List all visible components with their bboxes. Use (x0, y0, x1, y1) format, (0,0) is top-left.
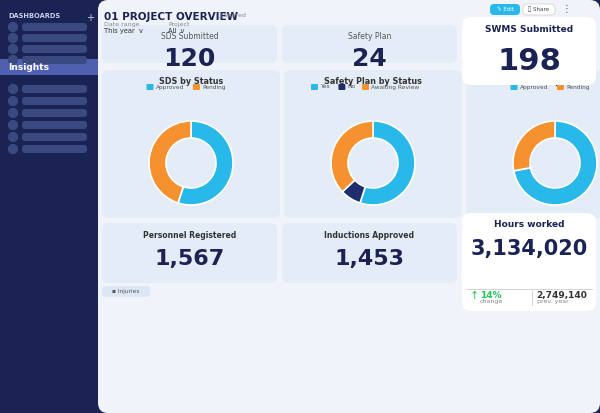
FancyBboxPatch shape (22, 145, 87, 153)
FancyBboxPatch shape (22, 56, 87, 64)
Circle shape (8, 22, 17, 31)
FancyBboxPatch shape (102, 70, 280, 218)
FancyBboxPatch shape (362, 84, 369, 90)
FancyBboxPatch shape (523, 4, 555, 15)
FancyBboxPatch shape (22, 121, 87, 129)
FancyBboxPatch shape (466, 70, 600, 218)
Wedge shape (149, 121, 191, 203)
Circle shape (8, 55, 17, 64)
Text: 2,749,140: 2,749,140 (536, 291, 587, 300)
Text: 👥 Shared: 👥 Shared (218, 12, 246, 18)
FancyBboxPatch shape (311, 84, 318, 90)
Text: Safety Plan by Status: Safety Plan by Status (324, 77, 422, 86)
FancyBboxPatch shape (462, 213, 596, 311)
Circle shape (8, 109, 17, 118)
Circle shape (8, 133, 17, 142)
Text: Insights: Insights (8, 62, 49, 71)
Wedge shape (331, 121, 373, 192)
Circle shape (8, 121, 17, 130)
Text: +: + (86, 13, 94, 23)
FancyBboxPatch shape (22, 85, 87, 93)
Circle shape (8, 45, 17, 54)
Text: 01 PROJECT OVERVIEW: 01 PROJECT OVERVIEW (104, 12, 238, 22)
Text: Safety Plan: Safety Plan (348, 32, 391, 41)
FancyBboxPatch shape (102, 286, 150, 297)
FancyBboxPatch shape (98, 0, 600, 413)
Text: SDS Submitted: SDS Submitted (161, 32, 218, 41)
Wedge shape (513, 121, 555, 171)
FancyBboxPatch shape (22, 23, 87, 31)
Wedge shape (178, 121, 233, 205)
FancyBboxPatch shape (338, 84, 346, 90)
Text: Hours worked: Hours worked (494, 220, 564, 229)
Text: 1,453: 1,453 (335, 249, 404, 269)
Circle shape (8, 97, 17, 105)
Text: DASHBOARDS: DASHBOARDS (8, 13, 60, 19)
Text: 14%: 14% (480, 291, 502, 300)
FancyBboxPatch shape (22, 34, 87, 42)
Wedge shape (360, 121, 415, 205)
FancyBboxPatch shape (146, 84, 154, 90)
Circle shape (8, 145, 17, 154)
Text: 1,567: 1,567 (154, 249, 224, 269)
FancyBboxPatch shape (193, 84, 200, 90)
Text: 24: 24 (352, 47, 387, 71)
FancyBboxPatch shape (490, 4, 520, 15)
Text: ✎ Edit: ✎ Edit (497, 7, 514, 12)
Text: 👥 Share: 👥 Share (529, 7, 550, 12)
Text: 198: 198 (497, 47, 561, 76)
Wedge shape (343, 180, 365, 203)
Text: Date range: Date range (104, 22, 139, 27)
FancyBboxPatch shape (0, 59, 98, 75)
FancyBboxPatch shape (22, 97, 87, 105)
FancyBboxPatch shape (102, 223, 277, 283)
Text: Pending: Pending (202, 85, 226, 90)
FancyBboxPatch shape (557, 84, 564, 90)
Text: Approved: Approved (520, 85, 548, 90)
Circle shape (8, 33, 17, 43)
Text: Pending: Pending (566, 85, 589, 90)
Circle shape (8, 85, 17, 93)
FancyBboxPatch shape (282, 25, 457, 63)
Text: ⋮: ⋮ (562, 4, 572, 14)
FancyBboxPatch shape (22, 133, 87, 141)
FancyBboxPatch shape (22, 45, 87, 53)
Text: Approved: Approved (155, 85, 184, 90)
Text: Project: Project (168, 22, 190, 27)
Text: ↑: ↑ (470, 291, 479, 301)
Text: Yes: Yes (320, 85, 329, 90)
Text: All  v: All v (168, 28, 184, 34)
FancyBboxPatch shape (462, 17, 596, 85)
Text: ▪ Injuries: ▪ Injuries (112, 289, 140, 294)
Text: SWMS by Status: SWMS by Status (518, 77, 592, 86)
Text: change: change (480, 299, 503, 304)
FancyBboxPatch shape (511, 84, 517, 90)
Text: Personnel Registered: Personnel Registered (143, 231, 236, 240)
Text: This year  v: This year v (104, 28, 143, 34)
Text: prev. year: prev. year (536, 299, 568, 304)
Text: Awaiting Review: Awaiting Review (371, 85, 419, 90)
FancyBboxPatch shape (102, 25, 277, 63)
FancyBboxPatch shape (284, 70, 462, 218)
Text: SWMS Submitted: SWMS Submitted (485, 25, 573, 34)
Text: 120: 120 (163, 47, 215, 71)
Text: No: No (347, 85, 356, 90)
Text: 3,134,020: 3,134,020 (470, 239, 587, 259)
FancyBboxPatch shape (22, 109, 87, 117)
Text: SDS by Status: SDS by Status (159, 77, 223, 86)
Text: Inductions Approved: Inductions Approved (325, 231, 415, 240)
Wedge shape (514, 121, 597, 205)
FancyBboxPatch shape (282, 223, 457, 283)
FancyBboxPatch shape (0, 0, 98, 413)
